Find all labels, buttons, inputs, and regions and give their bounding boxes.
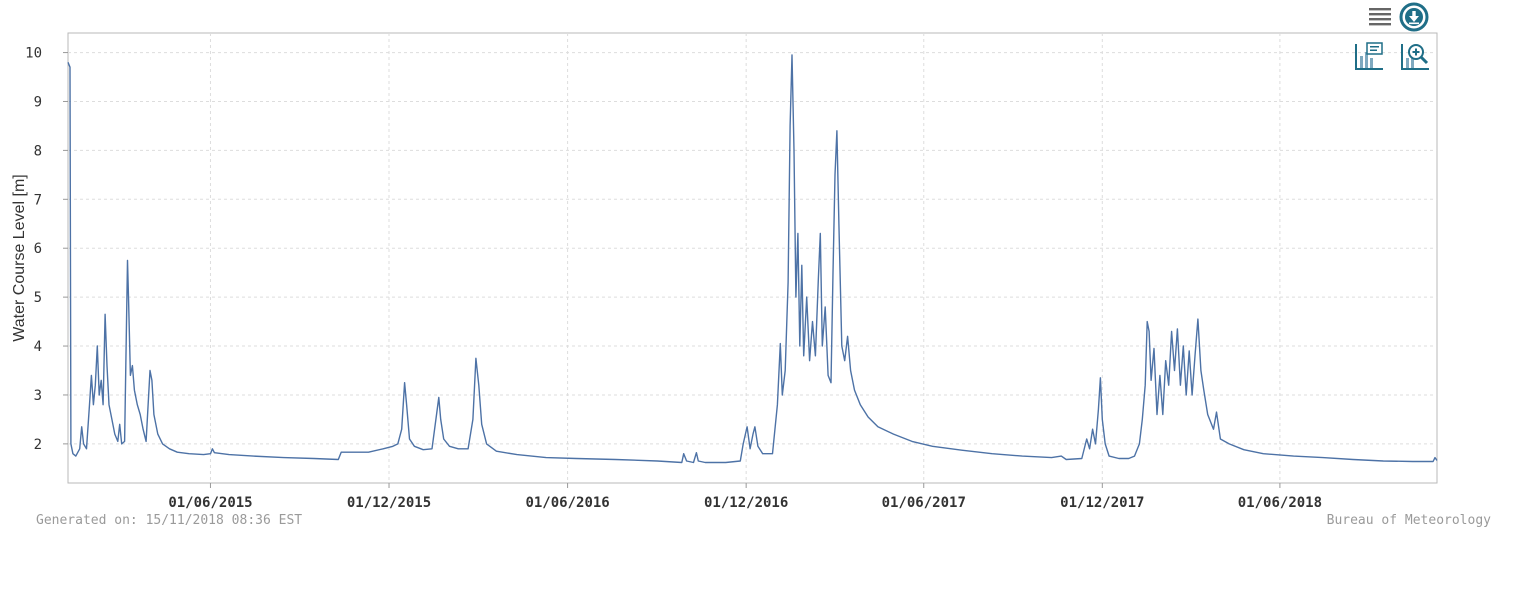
- y-tick-label: 2: [34, 437, 42, 453]
- axis-ticks: 2 3 4 5 6 7 8 9 10 01/06/2015 01/12/2015 01/06/2016…: [25, 46, 1322, 511]
- x-tick-label: 01/06/2015: [168, 495, 252, 511]
- y-tick-label: 9: [34, 94, 42, 110]
- x-tick-label: 01/06/2017: [882, 495, 966, 511]
- x-tick-label: 01/12/2017: [1060, 495, 1144, 511]
- generated-timestamp: Generated on: 15/11/2018 08:36 EST: [36, 513, 303, 528]
- menu-icon[interactable]: [1367, 4, 1393, 28]
- y-tick-label: 3: [34, 388, 42, 404]
- zoom-in-chart-icon[interactable]: [1398, 40, 1432, 72]
- grid-lines: [68, 33, 1437, 483]
- y-tick-label: 6: [34, 241, 42, 257]
- x-tick-label: 01/12/2015: [347, 495, 431, 511]
- y-tick-label: 5: [34, 290, 42, 306]
- x-tick-label: 01/06/2016: [525, 495, 609, 511]
- series-line-water-level: [67, 54, 1438, 464]
- y-tick-label: 10: [25, 46, 42, 62]
- download-icon[interactable]: [1398, 2, 1430, 32]
- legend-chart-icon[interactable]: [1352, 40, 1386, 72]
- y-tick-label: 8: [34, 143, 42, 159]
- y-axis-label: Water Course Level [m]: [11, 174, 28, 341]
- y-tick-label: 7: [34, 192, 42, 208]
- plot-area: [67, 32, 1438, 484]
- source-credit: Bureau of Meteorology: [1326, 513, 1491, 528]
- y-tick-label: 4: [34, 339, 42, 355]
- x-tick-label: 01/12/2016: [704, 495, 788, 511]
- x-tick-label: 01/06/2018: [1238, 495, 1322, 511]
